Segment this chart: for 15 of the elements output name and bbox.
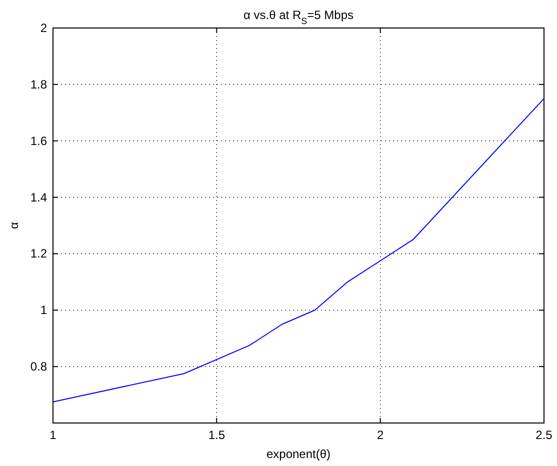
- x-tick-label: 1.5: [208, 428, 226, 442]
- y-tick-label: 0.8: [30, 360, 48, 374]
- y-tick-label: 1: [40, 303, 48, 318]
- y-axis-title: α: [7, 222, 21, 229]
- y-tick-label: 2: [40, 21, 48, 35]
- chart-title: α vs.θ at R$_{S}$=5 Mbps: [244, 8, 354, 26]
- y-tick-label: 1.4: [30, 190, 48, 204]
- y-tick-label: 1.2: [30, 246, 48, 261]
- x-tick-label: 2.5: [536, 428, 553, 442]
- x-tick-label: 2: [376, 428, 384, 442]
- line-series: [52, 98, 544, 402]
- y-tick-label: 1.8: [30, 77, 48, 92]
- y-tick-label: 1.6: [30, 134, 48, 148]
- x-axis-title: exponent(θ): [266, 447, 331, 461]
- x-tick-label: 1: [50, 428, 57, 442]
